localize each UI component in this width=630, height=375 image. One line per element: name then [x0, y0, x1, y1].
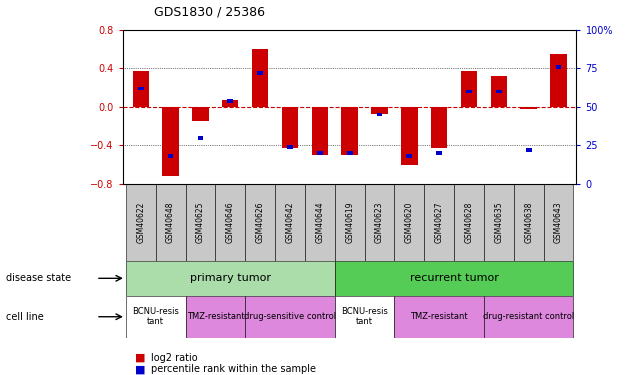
Bar: [454, 184, 484, 261]
Bar: [215, 184, 245, 261]
Bar: [526, 148, 532, 152]
Bar: [222, 100, 239, 107]
Text: primary tumor: primary tumor: [190, 273, 271, 283]
Bar: [377, 112, 382, 117]
Bar: [305, 184, 335, 261]
Text: ■: ■: [135, 353, 146, 363]
Bar: [317, 151, 323, 155]
Text: GSM40642: GSM40642: [285, 201, 294, 243]
Bar: [551, 54, 567, 107]
Bar: [341, 107, 358, 155]
Text: GSM40625: GSM40625: [196, 201, 205, 243]
Text: GSM40646: GSM40646: [226, 201, 235, 243]
Text: disease state: disease state: [6, 273, 71, 283]
Bar: [544, 184, 573, 261]
Bar: [424, 184, 454, 261]
Bar: [275, 184, 305, 261]
Bar: [185, 184, 215, 261]
Bar: [335, 261, 573, 296]
Bar: [287, 145, 293, 149]
Bar: [365, 184, 394, 261]
Text: GSM40643: GSM40643: [554, 201, 563, 243]
Text: cell line: cell line: [6, 312, 44, 322]
Bar: [335, 296, 394, 338]
Bar: [138, 87, 144, 90]
Bar: [245, 184, 275, 261]
Bar: [245, 296, 335, 338]
Text: GSM40644: GSM40644: [315, 201, 324, 243]
Bar: [514, 184, 544, 261]
Text: TMZ-resistant: TMZ-resistant: [410, 312, 468, 321]
Bar: [406, 154, 412, 158]
Bar: [394, 184, 424, 261]
Bar: [185, 296, 245, 338]
Text: recurrent tumor: recurrent tumor: [410, 273, 498, 283]
Bar: [126, 184, 156, 261]
Bar: [252, 49, 268, 107]
Text: GSM40628: GSM40628: [464, 201, 474, 243]
Text: GSM40623: GSM40623: [375, 201, 384, 243]
Text: GSM40626: GSM40626: [256, 201, 265, 243]
Text: GSM40638: GSM40638: [524, 201, 533, 243]
Text: log2 ratio: log2 ratio: [151, 353, 198, 363]
Bar: [312, 107, 328, 155]
Bar: [556, 65, 561, 69]
Text: GSM40635: GSM40635: [495, 201, 503, 243]
Bar: [491, 76, 507, 107]
Bar: [257, 71, 263, 75]
Bar: [461, 71, 478, 107]
Text: GSM40620: GSM40620: [405, 201, 414, 243]
Text: BCNU-resis
tant: BCNU-resis tant: [341, 307, 388, 327]
Bar: [335, 184, 365, 261]
Bar: [192, 107, 209, 121]
Bar: [466, 90, 472, 93]
Text: GSM40622: GSM40622: [136, 201, 146, 243]
Text: GSM40648: GSM40648: [166, 201, 175, 243]
Text: drug-resistant control: drug-resistant control: [483, 312, 575, 321]
Bar: [394, 296, 484, 338]
Text: GSM40619: GSM40619: [345, 201, 354, 243]
Text: GSM40627: GSM40627: [435, 201, 444, 243]
Bar: [346, 151, 353, 155]
Bar: [496, 90, 501, 93]
Text: GDS1830 / 25386: GDS1830 / 25386: [154, 6, 265, 19]
Bar: [126, 296, 185, 338]
Bar: [282, 107, 298, 148]
Text: BCNU-resis
tant: BCNU-resis tant: [132, 307, 179, 327]
Bar: [132, 71, 149, 107]
Bar: [401, 107, 418, 165]
Bar: [484, 184, 514, 261]
Bar: [431, 107, 447, 148]
Text: TMZ-resistant: TMZ-resistant: [186, 312, 244, 321]
Bar: [227, 99, 233, 103]
Bar: [168, 154, 173, 158]
Text: ■: ■: [135, 364, 146, 374]
Bar: [484, 296, 573, 338]
Text: drug-sensitive control: drug-sensitive control: [244, 312, 336, 321]
Bar: [126, 261, 335, 296]
Bar: [371, 107, 387, 114]
Bar: [520, 107, 537, 109]
Text: percentile rank within the sample: percentile rank within the sample: [151, 364, 316, 374]
Bar: [437, 151, 442, 155]
Bar: [156, 184, 185, 261]
Bar: [198, 136, 203, 140]
Bar: [163, 107, 179, 176]
